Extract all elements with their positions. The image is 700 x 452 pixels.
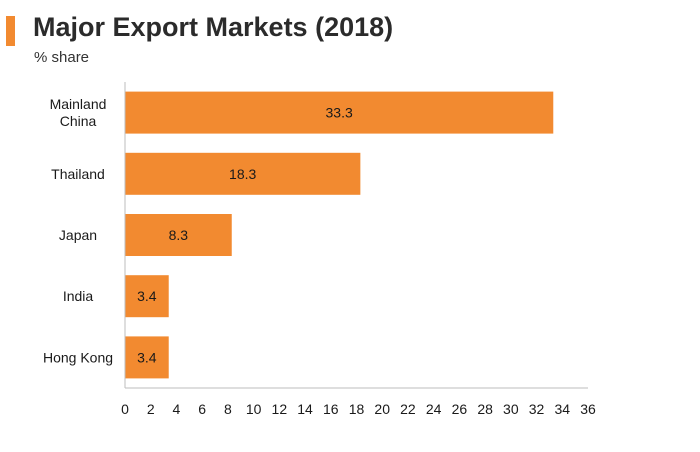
x-tick-label: 30: [503, 401, 519, 417]
x-tick-label: 10: [246, 401, 262, 417]
x-tick-label: 8: [224, 401, 232, 417]
x-tick-label: 34: [554, 401, 570, 417]
x-tick-label: 20: [374, 401, 390, 417]
x-tick-label: 28: [477, 401, 493, 417]
x-tick-label: 26: [452, 401, 468, 417]
x-tick-label: 24: [426, 401, 442, 417]
title-accent-bar: [6, 16, 15, 46]
bar: [125, 91, 554, 134]
bar-value-label: 3.4: [137, 288, 157, 304]
x-tick-label: 16: [323, 401, 339, 417]
x-tick-label: 4: [173, 401, 181, 417]
category-label: Mainland: [50, 96, 107, 112]
bar: [125, 152, 361, 195]
category-label: Thailand: [51, 166, 105, 182]
bar-value-label: 33.3: [326, 105, 353, 121]
bar: [125, 336, 169, 379]
bar-value-label: 8.3: [169, 227, 189, 243]
bar-value-label: 3.4: [137, 349, 157, 365]
x-tick-label: 36: [580, 401, 596, 417]
x-tick-label: 22: [400, 401, 416, 417]
x-tick-label: 6: [198, 401, 206, 417]
x-tick-label: 2: [147, 401, 155, 417]
x-tick-label: 14: [297, 401, 313, 417]
x-tick-label: 12: [272, 401, 288, 417]
category-label: China: [60, 113, 97, 129]
category-label: India: [63, 288, 94, 304]
chart-subtitle: % share: [34, 49, 90, 66]
bar: [125, 214, 232, 256]
category-label: Japan: [59, 227, 97, 243]
x-tick-label: 0: [121, 401, 129, 417]
category-label: Hong Kong: [43, 349, 113, 365]
x-tick-label: 32: [529, 401, 545, 417]
bar-value-label: 18.3: [229, 166, 256, 182]
bar: [125, 275, 169, 318]
x-tick-label: 18: [349, 401, 365, 417]
chart-title: Major Export Markets (2018): [33, 12, 394, 42]
